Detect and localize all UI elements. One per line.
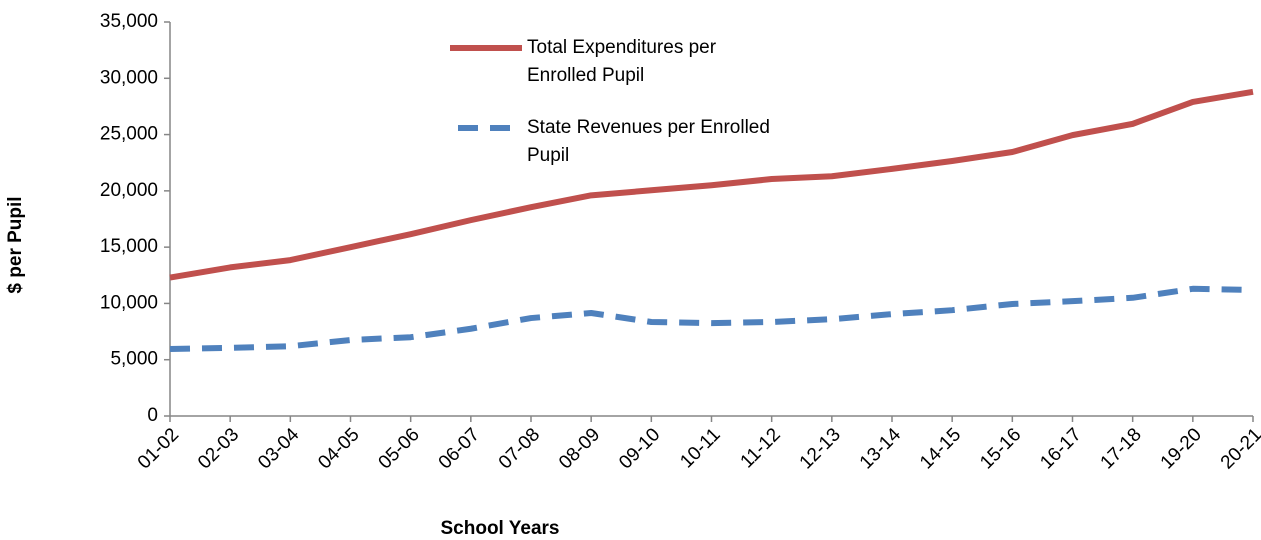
y-tick-label: 15,000 <box>100 236 158 257</box>
y-tick-label: 5,000 <box>110 349 158 370</box>
x-tick-label: 05-06 <box>375 424 424 473</box>
x-tick-label: 08-09 <box>555 424 604 473</box>
x-tick-label: 17-18 <box>1097 424 1146 473</box>
x-axis-title: School Years <box>441 518 560 539</box>
legend-label: State Revenues per Enrolled Pupil <box>527 117 770 166</box>
y-tick-label: 30,000 <box>100 67 158 88</box>
y-tick-label: 25,000 <box>100 124 158 145</box>
x-tick-label: 20-21 <box>1217 424 1261 473</box>
y-tick-label: 10,000 <box>100 292 158 313</box>
x-tick-label: 16-17 <box>1036 424 1085 473</box>
x-tick-label: 15-16 <box>976 424 1025 473</box>
x-tick-label: 04-05 <box>314 424 363 473</box>
legend-label: Total Expenditures per Enrolled Pupil <box>527 37 717 86</box>
y-tick-label: 20,000 <box>100 180 158 201</box>
y-axis-title: $ per Pupil <box>5 196 26 293</box>
x-tick-label: 02-03 <box>194 424 243 473</box>
x-tick-label: 11-12 <box>737 424 785 472</box>
x-tick-label: 09-10 <box>615 424 664 473</box>
x-tick-label: 06-07 <box>435 424 484 473</box>
x-tick-label: 12-13 <box>796 424 845 473</box>
x-tick-label: 19-20 <box>1157 424 1206 473</box>
x-tick-label: 07-08 <box>495 424 544 473</box>
x-tick-label: 14-15 <box>916 424 965 473</box>
y-tick-label: 35,000 <box>100 11 158 32</box>
x-tick-label: 10-11 <box>676 424 724 472</box>
series-line <box>169 88 1254 281</box>
x-tick-label: 01-02 <box>134 424 183 473</box>
series-line <box>169 285 1254 353</box>
x-tick-label: 03-04 <box>254 424 304 474</box>
x-tick-label: 13-14 <box>856 424 906 474</box>
y-tick-label: 0 <box>147 405 158 426</box>
